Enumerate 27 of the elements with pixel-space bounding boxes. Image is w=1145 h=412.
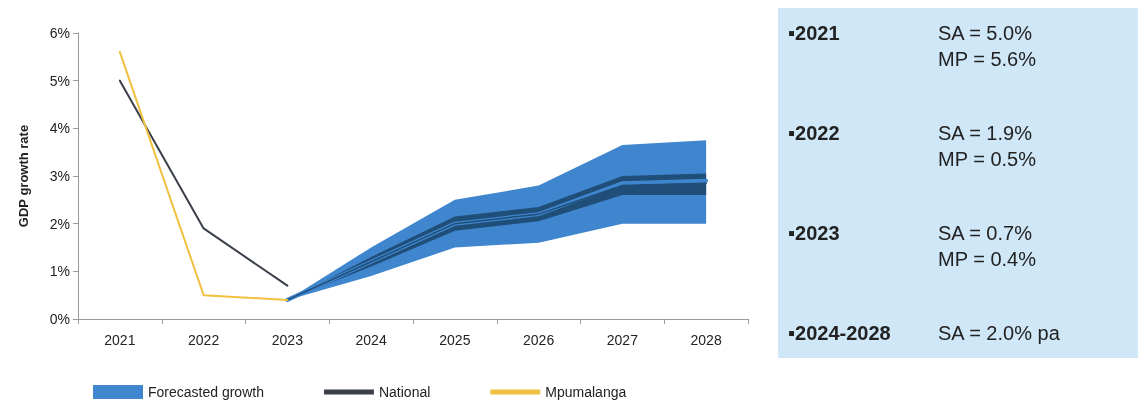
x-tick-label: 2026	[523, 332, 555, 348]
x-tick-label: 2021	[104, 332, 136, 348]
y-tick-label: 6%	[49, 25, 70, 41]
y-tick-label: 5%	[49, 72, 70, 89]
legend-label: National	[378, 384, 431, 400]
x-tick-label: 2025	[439, 332, 471, 348]
text: ▪2024-2028	[788, 321, 892, 346]
y-tick-label: 1%	[49, 263, 70, 280]
text: SA = 5.0% MP = 5.6%	[938, 21, 1037, 72]
text: ▪2021	[788, 21, 841, 46]
x-tick-label: 2028	[690, 332, 722, 348]
y-tick-label: 2%	[49, 215, 70, 232]
text: SA = 0.7% MP = 0.4%	[938, 221, 1037, 272]
x-tick-label: 2027	[606, 332, 639, 348]
legend-label: Forecasted growth	[148, 384, 264, 400]
y-axis-title: GDP growth rate	[16, 124, 31, 228]
x-tick-label: 2023	[271, 332, 304, 348]
y-tick-label: 0%	[49, 311, 70, 327]
y-tick-label: 4%	[49, 120, 70, 137]
text: SA = 2.0% pa	[938, 321, 1060, 346]
x-tick-label: 2022	[188, 332, 220, 348]
text: ▪2022	[788, 121, 841, 146]
x-tick-label: 2024	[355, 332, 387, 348]
text: ▪2023	[788, 221, 841, 246]
text: SA = 1.9% MP = 0.5%	[938, 121, 1037, 172]
y-tick-label: 3%	[49, 168, 70, 184]
legend-label: Mpumalanga	[545, 384, 627, 400]
